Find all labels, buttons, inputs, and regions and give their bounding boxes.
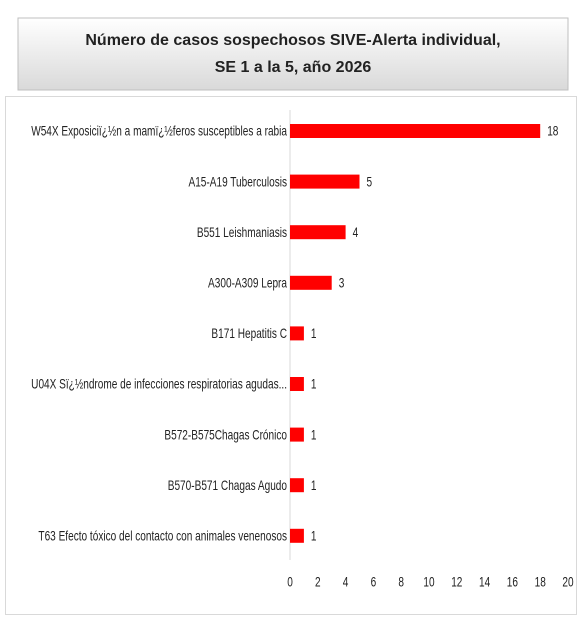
value-label: 1 [311,325,317,341]
y-tick-label: A15-A19 Tuberculosis [188,174,287,190]
chart-title: Número de casos sospechosos SIVE-Alerta … [85,32,500,49]
x-tick-label: 8 [398,574,404,590]
x-tick-label: 2 [315,574,321,590]
x-tick-label: 6 [371,574,377,590]
bar [290,225,346,240]
value-label: 18 [547,123,558,139]
bar [290,528,304,543]
value-label: 1 [311,376,317,392]
x-tick-label: 4 [343,574,349,590]
value-label: 4 [353,224,359,240]
y-tick-label: B572-B575Chagas Crónico [164,427,287,443]
bar [290,427,304,442]
bar [290,124,541,138]
x-tick-label: 10 [423,574,434,590]
value-label: 5 [367,174,373,190]
x-tick-label: 20 [562,574,573,590]
y-tick-label: A300-A309 Lepra [208,275,287,291]
bar [290,478,304,493]
value-label: 1 [311,477,317,493]
value-label: 3 [339,275,345,291]
chart-title: SE 1 a la 5, año 2026 [215,59,372,76]
bar [290,174,360,189]
y-tick-label: B570-B571 Chagas Agudo [168,477,287,493]
bar [290,275,332,290]
x-tick-label: 0 [287,574,293,590]
y-tick-label: B551 Leishmaniasis [197,224,287,240]
y-tick-label: U04X Sï¿½ndrome de infecciones respirato… [31,376,287,392]
x-tick-label: 18 [535,574,546,590]
x-tick-label: 16 [507,574,518,590]
bar [290,377,304,391]
x-tick-label: 14 [479,574,490,590]
value-label: 1 [311,528,317,544]
y-tick-label: W54X Exposiciï¿½n a mamï¿½feros suscepti… [31,123,287,139]
x-tick-label: 12 [451,574,462,590]
bar [290,326,304,341]
value-label: 1 [311,427,317,443]
y-tick-label: B171 Hepatitis C [211,325,287,341]
y-tick-label: T63 Efecto tóxico del contacto con anima… [38,528,287,544]
title-box [17,17,569,91]
